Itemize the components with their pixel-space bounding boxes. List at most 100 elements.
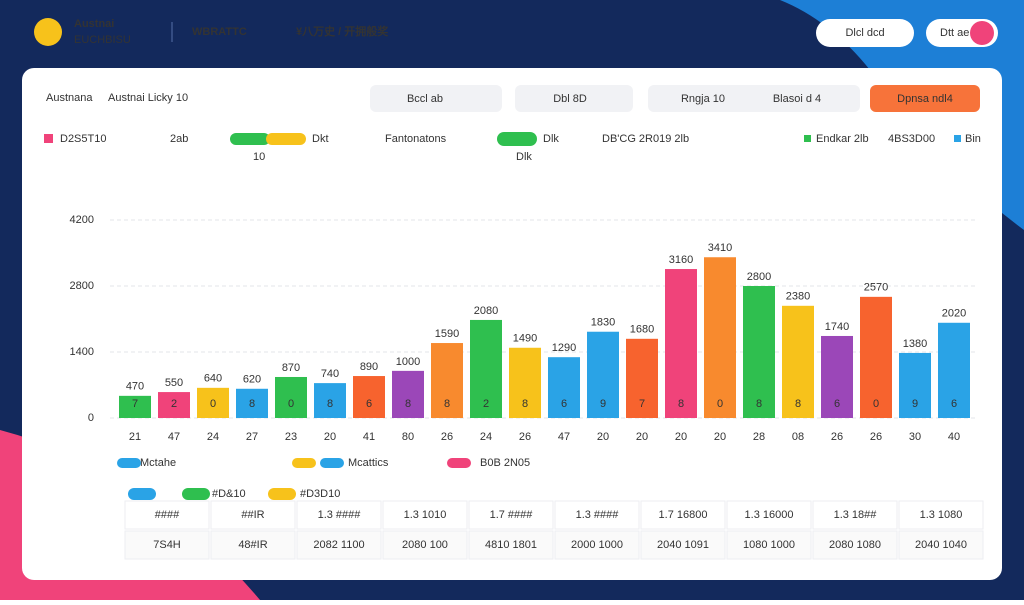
value-label: 2020	[942, 308, 966, 320]
filter-label: Bccl ab	[407, 93, 443, 105]
button[interactable]	[816, 19, 914, 47]
filter-label: Rngja 10	[681, 93, 725, 105]
y-tick-label: 2800	[70, 280, 94, 292]
nav-item: WBRATTC	[192, 26, 247, 38]
nav-item: ¥八万史 / 开拥般奖	[296, 24, 389, 38]
legend-label: Endkar 2lb	[816, 133, 869, 145]
bar-inner-label: 9	[600, 398, 606, 410]
legend-swatch	[128, 488, 156, 500]
bar-inner-label: 7	[639, 398, 645, 410]
bar-inner-label: 8	[405, 398, 411, 410]
legend-label: Dlk	[543, 133, 559, 145]
logo-sub: EUCHBISU	[74, 34, 131, 46]
bar-inner-label: 8	[522, 398, 528, 410]
filter[interactable]	[742, 85, 860, 112]
value-label: 890	[360, 361, 378, 373]
x-tick-label: 20	[324, 431, 336, 443]
bar	[860, 296, 892, 418]
table-text: 1.3 ####	[576, 509, 620, 521]
bar	[275, 376, 307, 418]
table-text: 7S4H	[153, 539, 181, 551]
x-tick-label: 28	[753, 431, 765, 443]
y-tick-label: 4200	[70, 214, 94, 226]
value-label: 2570	[864, 282, 888, 294]
x-tick-label: 08	[792, 431, 804, 443]
value-label: 1290	[552, 342, 576, 354]
logo-icon	[34, 18, 62, 46]
table-cell	[898, 500, 984, 530]
x-tick-label: 47	[558, 431, 570, 443]
table-cell	[124, 500, 210, 530]
value-label: 550	[165, 377, 183, 389]
legend-label: Dkt	[312, 133, 329, 145]
legend-swatch	[497, 132, 537, 146]
x-tick-label: 24	[207, 431, 219, 443]
table-text: 1.7 ####	[490, 509, 534, 521]
bar-inner-label: 2	[171, 398, 177, 410]
y-tick-label: 1400	[70, 346, 94, 358]
bar-inner-label: 6	[834, 398, 840, 410]
filter-label: Blasoi d 4	[773, 93, 821, 105]
value-label: 740	[321, 368, 339, 380]
value-label: 2800	[747, 271, 771, 283]
table-cell	[726, 500, 812, 530]
card-title: Austnai Licky 10	[108, 92, 188, 104]
legend-swatch	[320, 458, 344, 468]
x-tick-label: 80	[402, 431, 414, 443]
value-label: 1830	[591, 317, 615, 329]
bar-inner-label: 6	[951, 398, 957, 410]
table-cell	[554, 530, 640, 560]
value-label: 1740	[825, 321, 849, 333]
bar-inner-label: 2	[483, 398, 489, 410]
table-text: 2082 1100	[313, 539, 364, 551]
table-cell	[812, 530, 898, 560]
table-text: 2080 100	[402, 539, 448, 551]
bar-inner-label: 8	[756, 398, 762, 410]
table-text: 1.7 16800	[659, 509, 708, 521]
table-cell	[554, 500, 640, 530]
value-label: 3160	[669, 254, 693, 266]
value-label: 870	[282, 362, 300, 374]
x-tick-label: 20	[597, 431, 609, 443]
bar-inner-label: 6	[561, 398, 567, 410]
table-text: 2000 1000	[571, 539, 623, 551]
legend-swatch	[292, 458, 316, 468]
bar-inner-label: 6	[366, 398, 372, 410]
legend-label: #D3D10	[300, 488, 340, 500]
bar	[353, 376, 385, 418]
table-text: ##IR	[241, 509, 264, 521]
bar-inner-label: 8	[444, 398, 450, 410]
table-cell	[468, 530, 554, 560]
legend-swatch	[804, 135, 811, 142]
action-button[interactable]	[870, 85, 980, 112]
legend-swatch	[447, 458, 471, 468]
value-label: 1590	[435, 328, 459, 340]
x-tick-label: 41	[363, 431, 375, 443]
filter[interactable]	[370, 85, 502, 112]
bar-inner-label: 0	[288, 398, 294, 410]
table-cell	[812, 500, 898, 530]
content: Austnai EUCHBISU WBRATTC ¥八万史 / 开拥般奖 Dlcl dc…	[44, 18, 998, 560]
table-cell	[382, 530, 468, 560]
bar	[470, 319, 502, 418]
bar	[119, 395, 151, 418]
bar	[158, 392, 190, 418]
table-text: 1080 1000	[743, 539, 795, 551]
bar	[509, 347, 541, 418]
filter[interactable]	[648, 85, 766, 112]
table-cell	[726, 530, 812, 560]
bar-inner-label: 8	[327, 398, 333, 410]
legend-swatch	[182, 488, 210, 500]
filter[interactable]	[515, 85, 633, 112]
legend-label: #D&10	[212, 488, 246, 500]
x-tick-label: 20	[636, 431, 648, 443]
value-label: 640	[204, 373, 222, 385]
x-tick-label: 47	[168, 431, 180, 443]
bar	[743, 286, 775, 418]
bar	[899, 352, 931, 418]
value-label: 470	[126, 381, 144, 393]
bar-inner-label: 7	[132, 398, 138, 410]
table-text: 2040 1040	[915, 539, 967, 551]
